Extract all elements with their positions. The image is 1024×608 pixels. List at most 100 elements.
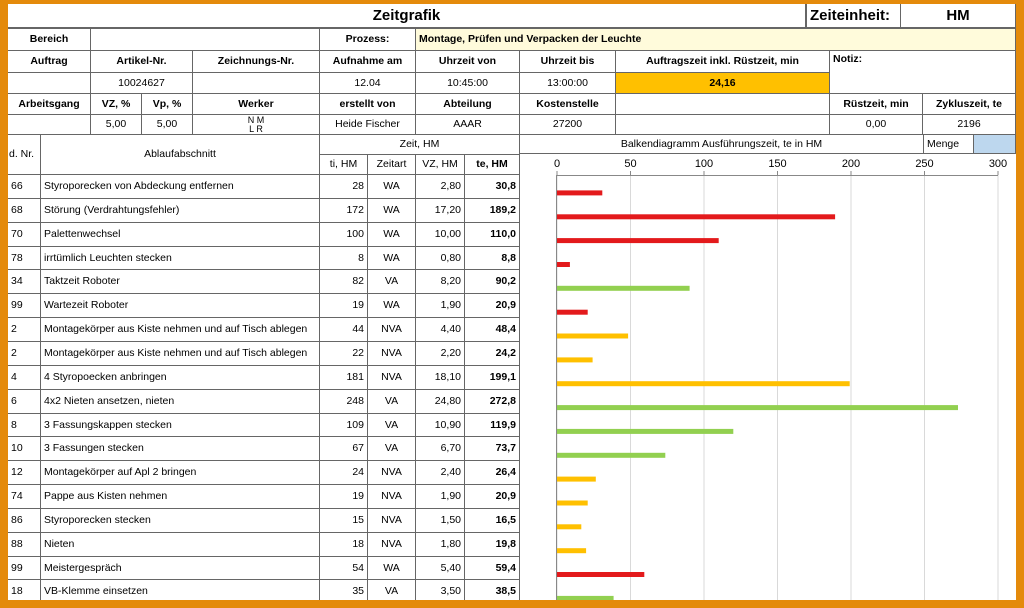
- row-ablauf[interactable]: Nieten: [41, 533, 320, 557]
- menge-input[interactable]: [974, 135, 1016, 154]
- row-zeitart[interactable]: WA: [368, 247, 416, 270]
- row-ti[interactable]: 109: [320, 414, 368, 437]
- row-ti[interactable]: 8: [320, 247, 368, 270]
- row-te[interactable]: 38,5: [465, 580, 520, 600]
- row-vz[interactable]: 1,90: [416, 294, 465, 318]
- row-ablauf[interactable]: Montagekörper aus Kiste nehmen und auf T…: [41, 342, 320, 366]
- row-ti[interactable]: 19: [320, 485, 368, 509]
- row-nr[interactable]: 2: [8, 342, 41, 366]
- uhrzeit-von-value[interactable]: 10:45:00: [416, 73, 520, 94]
- row-nr[interactable]: 70: [8, 223, 41, 247]
- vp-value[interactable]: 5,00: [142, 115, 193, 135]
- row-ti[interactable]: 248: [320, 390, 368, 414]
- zeichnung-value[interactable]: [193, 73, 320, 94]
- aufnahme-value[interactable]: 12.04: [320, 73, 416, 94]
- row-ablauf[interactable]: 3 Fassungen stecken: [41, 437, 320, 461]
- row-ablauf[interactable]: Palettenwechsel: [41, 223, 320, 247]
- row-te[interactable]: 110,0: [465, 223, 520, 247]
- row-ablauf[interactable]: Taktzeit Roboter: [41, 270, 320, 294]
- row-nr[interactable]: 86: [8, 509, 41, 533]
- row-nr[interactable]: 12: [8, 461, 41, 485]
- row-zeitart[interactable]: NVA: [368, 461, 416, 485]
- row-vz[interactable]: 8,20: [416, 270, 465, 294]
- row-nr[interactable]: 18: [8, 580, 41, 600]
- row-nr[interactable]: 88: [8, 533, 41, 557]
- row-zeitart[interactable]: NVA: [368, 366, 416, 390]
- row-ablauf[interactable]: Styroporecken stecken: [41, 509, 320, 533]
- row-te[interactable]: 20,9: [465, 485, 520, 509]
- row-zeitart[interactable]: WA: [368, 223, 416, 247]
- artikel-value[interactable]: 10024627: [91, 73, 193, 94]
- bereich-value[interactable]: [91, 28, 320, 51]
- row-ablauf[interactable]: 3 Fassungskappen stecken: [41, 414, 320, 437]
- row-vz[interactable]: 24,80: [416, 390, 465, 414]
- ruestzeit-value[interactable]: 0,00: [830, 115, 923, 135]
- row-vz[interactable]: 17,20: [416, 199, 465, 223]
- row-ablauf[interactable]: Störung (Verdrahtungsfehler): [41, 199, 320, 223]
- row-zeitart[interactable]: NVA: [368, 342, 416, 366]
- row-ti[interactable]: 19: [320, 294, 368, 318]
- row-ti[interactable]: 35: [320, 580, 368, 600]
- row-ti[interactable]: 181: [320, 366, 368, 390]
- row-ti[interactable]: 54: [320, 557, 368, 580]
- row-te[interactable]: 19,8: [465, 533, 520, 557]
- row-te[interactable]: 30,8: [465, 175, 520, 199]
- row-ablauf[interactable]: Styroporecken von Abdeckung entfernen: [41, 175, 320, 199]
- row-zeitart[interactable]: VA: [368, 414, 416, 437]
- row-nr[interactable]: 74: [8, 485, 41, 509]
- row-te[interactable]: 8,8: [465, 247, 520, 270]
- row-ablauf[interactable]: Meistergespräch: [41, 557, 320, 580]
- prozess-value[interactable]: Montage, Prüfen und Verpacken der Leucht…: [416, 28, 1016, 51]
- row-ti[interactable]: 67: [320, 437, 368, 461]
- row-vz[interactable]: 2,80: [416, 175, 465, 199]
- row-ti[interactable]: 24: [320, 461, 368, 485]
- row-zeitart[interactable]: WA: [368, 199, 416, 223]
- row-ablauf[interactable]: 4 Styropoecken anbringen: [41, 366, 320, 390]
- kostenstelle-value[interactable]: 27200: [520, 115, 616, 135]
- row-ablauf[interactable]: Montagekörper aus Kiste nehmen und auf T…: [41, 318, 320, 342]
- row-ablauf[interactable]: Pappe aus Kisten nehmen: [41, 485, 320, 509]
- row-ablauf[interactable]: VB-Klemme einsetzen: [41, 580, 320, 600]
- werker-value[interactable]: N M L R: [193, 115, 320, 135]
- row-ablauf[interactable]: irrtümlich Leuchten stecken: [41, 247, 320, 270]
- row-zeitart[interactable]: NVA: [368, 533, 416, 557]
- uhrzeit-bis-value[interactable]: 13:00:00: [520, 73, 616, 94]
- row-vz[interactable]: 1,90: [416, 485, 465, 509]
- row-zeitart[interactable]: NVA: [368, 318, 416, 342]
- row-te[interactable]: 272,8: [465, 390, 520, 414]
- row-nr[interactable]: 99: [8, 294, 41, 318]
- row-te[interactable]: 189,2: [465, 199, 520, 223]
- notiz-value[interactable]: [830, 73, 1016, 94]
- row-zeitart[interactable]: WA: [368, 175, 416, 199]
- row-ti[interactable]: 28: [320, 175, 368, 199]
- row-ablauf[interactable]: Wartezeit Roboter: [41, 294, 320, 318]
- row-vz[interactable]: 6,70: [416, 437, 465, 461]
- row-nr[interactable]: 34: [8, 270, 41, 294]
- row-te[interactable]: 20,9: [465, 294, 520, 318]
- abteilung-value[interactable]: AAAR: [416, 115, 520, 135]
- row-ti[interactable]: 44: [320, 318, 368, 342]
- row-nr[interactable]: 78: [8, 247, 41, 270]
- row-ti[interactable]: 172: [320, 199, 368, 223]
- row-nr[interactable]: 6: [8, 390, 41, 414]
- row-vz[interactable]: 5,40: [416, 557, 465, 580]
- row-vz[interactable]: 2,20: [416, 342, 465, 366]
- row-zeitart[interactable]: WA: [368, 294, 416, 318]
- row-te[interactable]: 26,4: [465, 461, 520, 485]
- row-zeitart[interactable]: VA: [368, 437, 416, 461]
- row-vz[interactable]: 18,10: [416, 366, 465, 390]
- row-te[interactable]: 199,1: [465, 366, 520, 390]
- row-te[interactable]: 48,4: [465, 318, 520, 342]
- row-nr[interactable]: 68: [8, 199, 41, 223]
- row-nr[interactable]: 10: [8, 437, 41, 461]
- row-te[interactable]: 90,2: [465, 270, 520, 294]
- row-zeitart[interactable]: WA: [368, 557, 416, 580]
- erstellt-value[interactable]: Heide Fischer: [320, 115, 416, 135]
- row-ti[interactable]: 15: [320, 509, 368, 533]
- row-ti[interactable]: 100: [320, 223, 368, 247]
- unit-value[interactable]: HM: [901, 4, 1016, 28]
- arbeitsgang-value[interactable]: [8, 115, 91, 135]
- vz-value[interactable]: 5,00: [91, 115, 142, 135]
- row-te[interactable]: 16,5: [465, 509, 520, 533]
- row-zeitart[interactable]: NVA: [368, 485, 416, 509]
